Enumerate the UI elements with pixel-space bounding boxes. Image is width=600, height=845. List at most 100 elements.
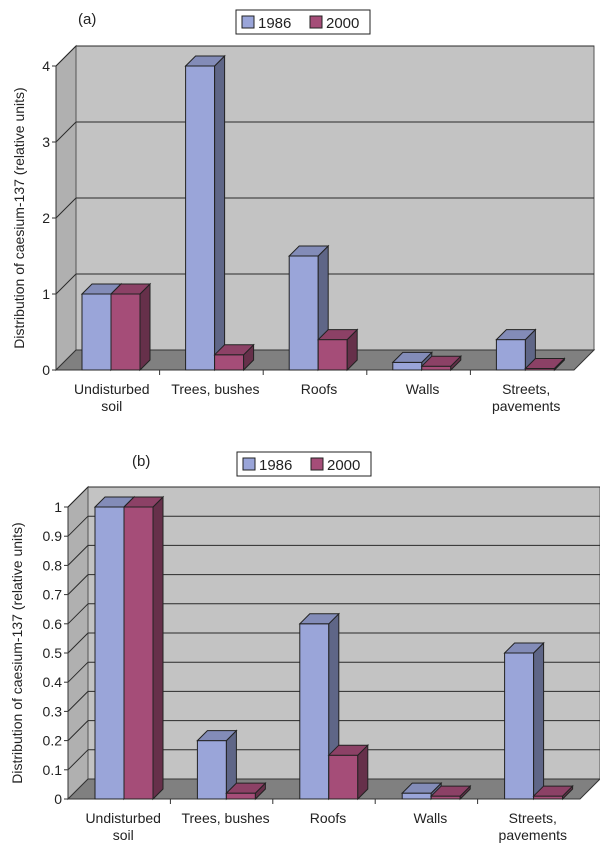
bar-front — [94, 506, 125, 800]
category-label: Streets, — [509, 810, 557, 826]
bar-2000 — [524, 357, 566, 372]
bar-2000 — [122, 495, 165, 801]
bar-front — [504, 652, 535, 800]
bar-top — [287, 245, 330, 257]
category-label: Walls — [406, 381, 440, 397]
bar-top — [316, 329, 359, 341]
gridline-diagonal — [67, 486, 89, 508]
gridline-diagonal — [67, 661, 89, 683]
category-label: Roofs — [310, 810, 347, 826]
panel-label: (b) — [132, 453, 150, 470]
gridline-diagonal — [67, 574, 89, 595]
category-label: pavements — [499, 827, 567, 843]
bar-front — [328, 754, 359, 800]
bar-side — [533, 641, 545, 801]
category-label: soil — [113, 827, 134, 843]
y-tick-label: 4 — [42, 58, 50, 74]
bar-front — [288, 255, 319, 371]
gridline-diagonal — [67, 603, 89, 625]
bar-top — [196, 730, 238, 742]
y-tick-label: 0 — [54, 791, 62, 807]
bar-side — [214, 54, 226, 372]
category-label: Undisturbed — [74, 381, 150, 397]
y-tick-label: 0.5 — [43, 645, 63, 661]
bar-top — [327, 744, 370, 756]
bar-2000 — [213, 343, 255, 372]
bar-front — [123, 506, 154, 800]
legend-box — [235, 9, 371, 35]
y-tick-label: 1 — [42, 286, 50, 302]
y-tick-label: 0.2 — [43, 733, 63, 749]
bar-side — [152, 495, 164, 801]
bar-top — [400, 782, 443, 794]
y-tick-label: 0.4 — [43, 674, 63, 690]
y-tick-label: 0.6 — [43, 616, 63, 632]
category-label: Walls — [414, 810, 448, 826]
bar-front — [392, 361, 423, 371]
gridline-diagonal — [55, 45, 77, 67]
bar-1986 — [503, 641, 545, 801]
gridline-diagonal — [67, 515, 89, 537]
bar-top — [532, 785, 574, 797]
legend-swatch-2000 — [309, 15, 323, 29]
category-label: Undisturbed — [85, 810, 161, 826]
bar-1986 — [495, 328, 537, 372]
bar-front — [225, 792, 256, 800]
bar-1986 — [184, 54, 226, 372]
bar-top — [429, 785, 472, 797]
y-axis-title: Distribution of caesium-137 (relative un… — [9, 522, 25, 783]
bar-2000 — [327, 743, 370, 801]
bar-front — [495, 339, 526, 371]
legend-label: 2000 — [326, 15, 359, 32]
bar-front — [317, 339, 348, 371]
bar-top — [109, 283, 152, 295]
legend: 1986 2000 — [235, 9, 371, 35]
category-label: Trees, bushes — [171, 381, 259, 397]
gridline-diagonal — [55, 197, 77, 219]
gridline-diagonal — [67, 720, 89, 741]
bar-top — [184, 55, 226, 67]
gridline-diagonal — [67, 691, 89, 712]
gridline-diagonal — [67, 545, 89, 566]
bar-side — [139, 282, 151, 372]
y-tick-label: 0.7 — [43, 587, 63, 603]
y-tick-label: 0 — [42, 362, 50, 378]
legend-label: 1986 — [258, 15, 291, 32]
bar-top — [503, 642, 545, 654]
bar-front — [196, 740, 227, 800]
legend-box — [236, 451, 372, 477]
category-label: Trees, bushes — [181, 810, 269, 826]
category-label: Streets, — [502, 381, 550, 397]
category-label: pavements — [492, 398, 560, 414]
bar-top — [213, 344, 255, 356]
bar-top — [420, 355, 463, 367]
y-tick-label: 0.3 — [43, 703, 63, 719]
legend-swatch-1986 — [241, 15, 255, 29]
y-axis-title: Distribution of caesium-137 (relative un… — [11, 87, 27, 348]
y-tick-label: 2 — [42, 210, 50, 226]
category-label: soil — [101, 398, 122, 414]
bar-front — [401, 792, 432, 800]
bar-2000 — [109, 282, 152, 372]
bar-front — [110, 293, 141, 371]
gridline-diagonal — [55, 121, 77, 143]
chart-b: 0 0.1 0.2 0.3 0.4 0.5 0.6 0.7 0.8 0.9 1 Undisturbed… — [9, 451, 600, 843]
bar-front — [299, 623, 330, 800]
bar-1986 — [196, 729, 238, 801]
bar-front — [214, 354, 245, 371]
legend-label: 1986 — [259, 457, 292, 474]
bar-2000 — [429, 784, 472, 801]
legend-label: 2000 — [327, 457, 360, 474]
bar-top — [495, 329, 537, 341]
legend-swatch-2000 — [310, 457, 324, 471]
bar-2000 — [316, 328, 359, 372]
y-tick-label: 3 — [42, 134, 50, 150]
y-tick-label: 0.1 — [43, 762, 63, 778]
bar-2000 — [225, 781, 267, 801]
bar-2000 — [420, 354, 463, 372]
bar-top — [298, 613, 341, 625]
bar-front — [185, 65, 216, 371]
bar-top — [225, 782, 267, 794]
